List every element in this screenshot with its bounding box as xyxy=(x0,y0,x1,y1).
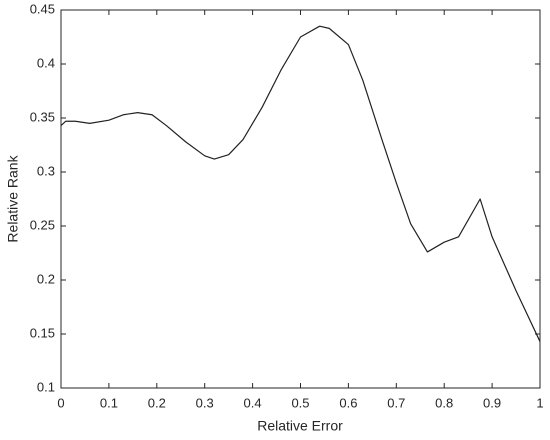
x-tick-label: 0.4 xyxy=(244,395,262,410)
x-tick-label: 0.1 xyxy=(100,395,118,410)
x-tick-label: 0.8 xyxy=(435,395,453,410)
x-axis-label: Relative Error xyxy=(257,418,343,434)
x-tick-label: 1 xyxy=(536,395,543,410)
x-tick-label: 0.9 xyxy=(483,395,501,410)
x-tick-label: 0.3 xyxy=(196,395,214,410)
x-tick-label: 0.2 xyxy=(148,395,166,410)
y-tick-label: 0.45 xyxy=(30,1,55,16)
x-tick-label: 0.6 xyxy=(339,395,357,410)
x-tick-label: 0.5 xyxy=(291,395,309,410)
line-series xyxy=(60,25,541,342)
plot-frame xyxy=(60,9,541,389)
y-tick-label: 0.25 xyxy=(30,217,55,232)
y-tick-label: 0.3 xyxy=(37,163,55,178)
y-tick-label: 0.2 xyxy=(37,271,55,286)
y-tick-label: 0.1 xyxy=(37,379,55,394)
y-tick-label: 0.35 xyxy=(30,109,55,124)
x-tick-label: 0.7 xyxy=(387,395,405,410)
y-tick-label: 0.15 xyxy=(30,325,55,340)
y-axis-label: Relative Rank xyxy=(5,154,21,242)
y-tick-label: 0.4 xyxy=(37,55,55,70)
x-tick-label: 0 xyxy=(57,395,64,410)
